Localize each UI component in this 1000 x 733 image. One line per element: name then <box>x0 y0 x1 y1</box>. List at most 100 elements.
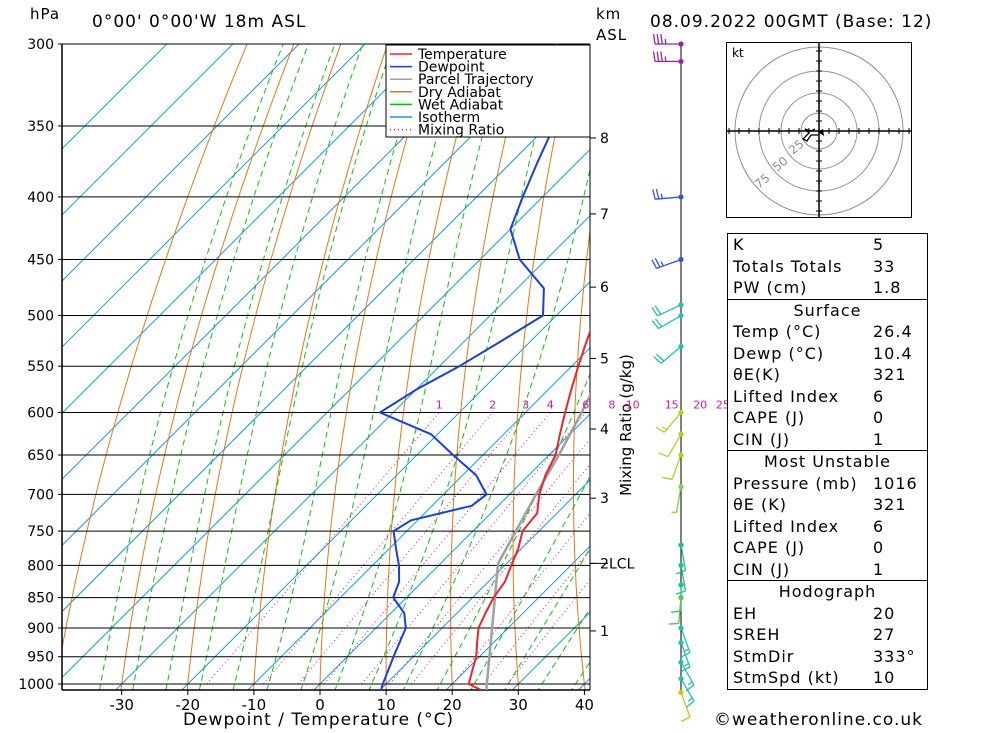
wind-barb-dot <box>678 659 684 665</box>
altitude-tick-label: 7 <box>600 207 609 223</box>
sreh-row: SREH 27 <box>728 624 927 646</box>
sreh-value: 27 <box>873 625 896 644</box>
dry-adiabat-line <box>512 44 576 690</box>
temperature-tick-label: -10 <box>242 696 267 714</box>
surface-li-value: 6 <box>873 386 885 406</box>
surface-cape-value: 0 <box>873 408 885 427</box>
isotherm-line <box>181 281 590 690</box>
wind-barb-dot <box>678 452 684 458</box>
mixing-ratio-label: 6 <box>582 399 589 412</box>
wind-barb <box>675 542 687 575</box>
pressure-tick-label: 300 <box>27 37 54 53</box>
mu-cape-value: 0 <box>873 538 885 557</box>
temperature-tick-label: 30 <box>509 696 528 714</box>
dry-adiabat-line <box>385 44 482 690</box>
wind-barb-staff <box>656 258 682 270</box>
isotherm-line <box>114 214 590 690</box>
legend-entry: Temperature <box>417 47 507 63</box>
eh-label: EH <box>733 603 758 623</box>
wind-barb-dot <box>678 58 684 65</box>
legend-entry: Dry Adiabat <box>418 85 501 101</box>
wind-barb-dot <box>678 562 684 568</box>
isotherm-line <box>62 44 300 282</box>
surface-cin-row: CIN (J) 1 <box>728 429 927 451</box>
credit-link[interactable]: ©weatheronline.co.uk <box>714 710 924 730</box>
temperature-tick-label: 20 <box>443 696 462 714</box>
wind-barb-dot <box>678 312 684 319</box>
totals-totals-label: Totals Totals <box>733 256 843 276</box>
wind-barb-dot <box>678 639 684 646</box>
pressure-tick-label: 350 <box>27 119 54 135</box>
pressure-tick-label: 1000 <box>18 677 54 693</box>
wind-barb-staff <box>680 692 691 718</box>
totals-totals-value: 33 <box>873 256 896 276</box>
surface-theta-value: 321 <box>873 365 907 384</box>
dry-adiabat-line <box>450 44 529 690</box>
dewpoint-line <box>379 44 562 690</box>
wind-barb-half-flag <box>687 697 693 702</box>
mu-theta-label: θE (K) <box>733 495 787 514</box>
wind-barb <box>651 256 684 270</box>
wind-barb-dot <box>678 595 684 601</box>
mu-cin-label: CIN (J) <box>733 559 791 579</box>
pressure-tick-label: 850 <box>27 591 54 607</box>
wind-barb <box>652 188 684 200</box>
wet-adiabat-line <box>368 44 559 690</box>
altitude-tick-label: 5 <box>600 351 609 367</box>
mu-cin-value: 1 <box>873 559 885 579</box>
wet-adiabat-line <box>198 44 364 690</box>
dry-adiabat-line <box>949 26 1000 710</box>
wind-barb-dot <box>678 676 684 682</box>
wind-barb-staff <box>658 314 682 330</box>
mu-pressure-row: Pressure (mb) 1016 <box>728 473 927 495</box>
wind-barb-half-flag <box>683 648 689 652</box>
location-label: 0°00' 0°00'W 18m ASL <box>92 12 307 32</box>
wind-barb <box>651 302 684 317</box>
wind-barb-dot <box>678 542 684 548</box>
pressure-tick-label: 550 <box>27 359 54 375</box>
wind-barb-flag <box>651 259 658 269</box>
lcl-label: LCL <box>609 556 635 572</box>
surface-title: Surface <box>728 298 927 322</box>
altitude-tick-label: 3 <box>600 491 609 507</box>
surface-dewp-value: 10.4 <box>873 343 913 363</box>
mixing-ratio-label: 10 <box>626 399 640 412</box>
stmdir-value: 333° <box>873 646 916 666</box>
mixing-ratio-label: 3 <box>522 399 529 412</box>
dry-adiabat-line <box>572 228 590 690</box>
wind-barb-staff <box>680 642 691 668</box>
dry-adiabat-line <box>253 44 389 690</box>
surface-temp-label: Temp (°C) <box>733 322 822 341</box>
totals-totals-row: Totals Totals 33 <box>728 256 927 278</box>
wind-barb-flag <box>652 51 656 62</box>
altitude-tick-label: 2 <box>600 556 609 572</box>
wind-barb-half-flag <box>660 193 663 199</box>
wind-barb-flag <box>662 476 673 481</box>
isotherm-line <box>62 44 168 150</box>
wind-barb <box>678 676 695 708</box>
wind-barb-flag <box>655 426 665 433</box>
wind-barb-flag <box>685 700 695 708</box>
wet-adiabat-line <box>165 44 336 690</box>
wind-barb <box>652 51 684 65</box>
mixing-ratio-axis-title: Mixing Ratio (g/kg) <box>617 354 635 496</box>
wind-barb-staff <box>678 597 682 624</box>
wind-barb-dot <box>678 409 684 416</box>
most-unstable-title: Most Unstable <box>728 450 927 473</box>
wind-barb-dot <box>678 431 684 437</box>
temperature-tick-label: -30 <box>109 696 134 714</box>
x-axis-title: Dewpoint / Temperature (°C) <box>183 710 455 730</box>
wind-barb <box>651 312 684 330</box>
wind-barb-flag <box>651 307 658 317</box>
wind-barb <box>668 595 684 625</box>
wind-barb-dot <box>678 41 684 47</box>
mixing-ratio-label: 15 <box>665 399 679 412</box>
surface-li-row: Lifted Index 6 <box>728 386 927 408</box>
wind-barb-column <box>651 34 695 723</box>
mixing-ratio-label: 8 <box>608 399 615 412</box>
legend-entry: Wet Adiabat <box>418 97 504 113</box>
wind-barb <box>662 452 684 481</box>
